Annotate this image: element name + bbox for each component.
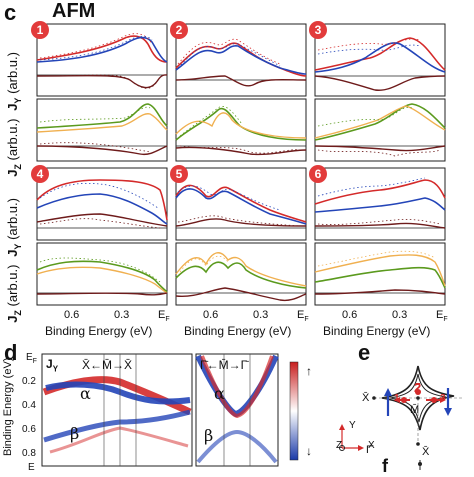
panel-d-maps [41,353,299,467]
plot-badge-3: 3 [309,21,327,39]
subplot-5-jy [175,167,307,241]
panel-d-letter: d [4,340,18,365]
panel-e-fermi-surface [339,365,462,470]
colorbar-up-icon: ↑ [306,364,312,378]
panel-d-left-title: JY [46,357,59,374]
panel-d-ytick-02: 0.2 [22,376,36,387]
subplot-4-jz [36,242,168,306]
panel-e-axis-z: Z [336,440,343,451]
panel-d-ytick-04: 0.4 [22,400,36,411]
panel-e-axis-x: X [368,440,375,451]
subplot-3-jy [314,23,446,97]
panel-c-plots [36,23,446,306]
plot-badge-5: 5 [170,165,188,183]
xtick-1a: 0.6 [64,309,80,321]
xlabel-col2: Binding Energy (eV) [184,324,292,338]
xtick-3c: EF [436,309,448,324]
xtick-2a: 0.6 [203,309,219,321]
xtick-1b: 0.3 [114,309,130,321]
xtick-2c: EF [297,309,309,324]
subplot-1-jz [36,98,168,162]
plot-badge-1: 1 [31,21,49,39]
panel-e-letter: e [358,340,371,365]
panel-e-point-3: 3 [440,393,446,404]
panel-d-beta-left: β [70,424,80,443]
panel-d-bottom-label: E [28,462,35,473]
subplot-2-jy [175,23,307,97]
panel-d-alpha-right: α [214,384,225,403]
panel-c-letter: c [4,0,17,25]
xtick-3a: 0.6 [342,309,358,321]
panel-f-letter: f [382,456,388,476]
panel-d-left-path: X̄←M̄→X̄ [82,358,133,372]
panel-d-right-path: Γ̄←M̄→Γ̄ [200,358,248,372]
panel-e-gamma-label: Γ̄ [366,444,373,456]
panel-e-x-label-left: X̄ [362,392,370,404]
panel-d-ylabel: Binding Energy (eV) [2,357,14,456]
colorbar-down-icon: ↓ [306,444,312,458]
plot-badge-6: 6 [309,165,327,183]
panel-e-x-label-bottom: X̄ [422,446,430,458]
xlabel-col1: Binding Energy (eV) [45,324,153,338]
xtick-1c: EF [158,309,170,324]
panel-e-point-1: 1 [394,393,400,404]
xtick-2b: 0.3 [253,309,269,321]
xtick-3b: 0.3 [392,309,408,321]
panel-e-point-2: 2 [414,380,422,395]
panel-d-alpha-left: α [80,384,91,403]
panel-d-ytick-ef: EF [26,352,37,365]
subplot-6-jz [314,242,446,306]
subplot-6-jy [314,167,446,241]
subplot-3-jz [314,98,446,162]
panel-d-ytick-06: 0.6 [22,424,36,435]
subplot-1-jy [36,23,168,97]
plot-badge-4: 4 [31,165,49,183]
xlabel-col3: Binding Energy (eV) [323,324,431,338]
plot-badge-2: 2 [170,21,188,39]
panel-d-beta-right: β [204,426,214,445]
panel-d-ytick-08: 0.8 [22,448,36,459]
panel-c-title: AFM [52,0,96,22]
subplot-2-jz [175,98,307,162]
subplot-5-jz [175,242,307,306]
panel-e-axis-y: Y [349,420,356,431]
subplot-4-jy [36,167,168,241]
panel-e-m-label: M̄ [410,404,420,416]
